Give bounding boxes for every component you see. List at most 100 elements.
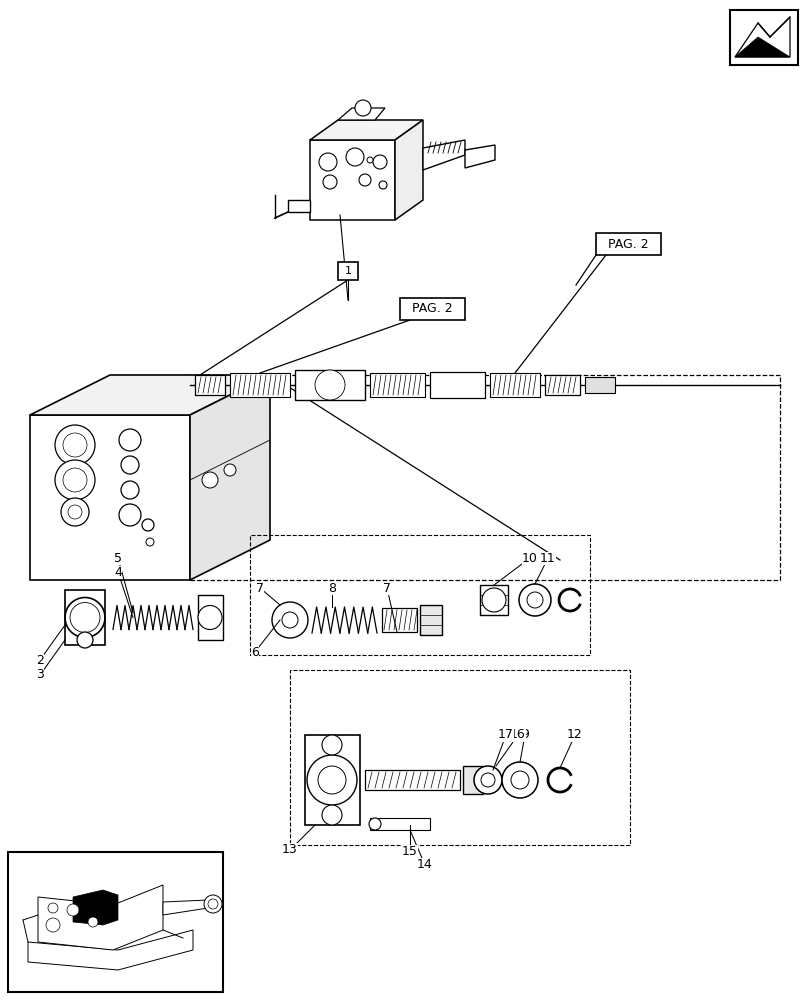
Polygon shape bbox=[462, 766, 483, 794]
Polygon shape bbox=[394, 120, 423, 220]
Circle shape bbox=[77, 632, 93, 648]
Bar bbox=[337, 262, 358, 280]
Circle shape bbox=[68, 505, 82, 519]
Polygon shape bbox=[337, 108, 384, 120]
Polygon shape bbox=[734, 37, 789, 57]
Text: 2: 2 bbox=[36, 654, 44, 666]
Circle shape bbox=[372, 155, 387, 169]
Circle shape bbox=[510, 771, 528, 789]
Text: 16: 16 bbox=[509, 728, 526, 741]
Circle shape bbox=[272, 602, 307, 638]
Polygon shape bbox=[163, 900, 208, 915]
Circle shape bbox=[204, 895, 221, 913]
Text: 3: 3 bbox=[36, 668, 44, 682]
Circle shape bbox=[224, 464, 236, 476]
Circle shape bbox=[322, 735, 341, 755]
Text: 4: 4 bbox=[114, 566, 122, 578]
Circle shape bbox=[345, 148, 363, 166]
Polygon shape bbox=[73, 890, 118, 925]
Circle shape bbox=[121, 481, 139, 499]
Text: 8: 8 bbox=[328, 582, 336, 594]
Bar bbox=[190, 375, 779, 580]
Circle shape bbox=[63, 433, 87, 457]
Text: 17: 17 bbox=[497, 728, 513, 741]
Polygon shape bbox=[479, 585, 508, 615]
Circle shape bbox=[55, 460, 95, 500]
Circle shape bbox=[323, 175, 337, 189]
Polygon shape bbox=[430, 372, 484, 398]
Bar bbox=[250, 535, 590, 655]
Polygon shape bbox=[365, 770, 460, 790]
Polygon shape bbox=[310, 140, 394, 220]
Bar bbox=[290, 670, 629, 845]
Circle shape bbox=[142, 519, 154, 531]
Circle shape bbox=[198, 605, 221, 630]
Polygon shape bbox=[8, 852, 223, 992]
Polygon shape bbox=[65, 590, 105, 645]
Polygon shape bbox=[544, 375, 579, 395]
Text: 14: 14 bbox=[417, 858, 432, 871]
Circle shape bbox=[319, 153, 337, 171]
Text: 7: 7 bbox=[255, 582, 264, 594]
Polygon shape bbox=[294, 370, 365, 400]
Text: PAG. 2: PAG. 2 bbox=[412, 302, 453, 316]
Circle shape bbox=[121, 456, 139, 474]
Circle shape bbox=[55, 425, 95, 465]
Text: 11: 11 bbox=[539, 552, 556, 564]
Polygon shape bbox=[370, 373, 424, 397]
Polygon shape bbox=[419, 605, 441, 635]
Circle shape bbox=[501, 762, 538, 798]
Circle shape bbox=[307, 755, 357, 805]
Polygon shape bbox=[305, 735, 359, 825]
Polygon shape bbox=[195, 375, 225, 395]
Text: 7: 7 bbox=[383, 582, 391, 594]
Polygon shape bbox=[423, 140, 465, 170]
Circle shape bbox=[202, 472, 217, 488]
Polygon shape bbox=[288, 200, 310, 212]
Polygon shape bbox=[30, 375, 270, 415]
Polygon shape bbox=[489, 373, 539, 397]
Circle shape bbox=[526, 592, 543, 608]
Polygon shape bbox=[230, 373, 290, 397]
Circle shape bbox=[61, 498, 89, 526]
Circle shape bbox=[474, 766, 501, 794]
Polygon shape bbox=[584, 377, 614, 393]
Text: 6: 6 bbox=[251, 646, 259, 658]
Circle shape bbox=[70, 602, 100, 632]
Polygon shape bbox=[734, 17, 789, 57]
Circle shape bbox=[119, 429, 141, 451]
Circle shape bbox=[208, 899, 217, 909]
Circle shape bbox=[379, 181, 387, 189]
Text: 15: 15 bbox=[401, 845, 418, 858]
Bar bbox=[400, 298, 465, 320]
Circle shape bbox=[146, 538, 154, 546]
Polygon shape bbox=[190, 375, 270, 580]
Polygon shape bbox=[38, 885, 163, 950]
Text: 9: 9 bbox=[521, 728, 528, 741]
Bar bbox=[595, 233, 660, 255]
Circle shape bbox=[281, 612, 298, 628]
Text: PAG. 2: PAG. 2 bbox=[607, 237, 648, 250]
Polygon shape bbox=[370, 818, 430, 830]
Circle shape bbox=[482, 588, 505, 612]
Polygon shape bbox=[310, 120, 423, 140]
Circle shape bbox=[315, 370, 345, 400]
Circle shape bbox=[480, 773, 495, 787]
Circle shape bbox=[119, 504, 141, 526]
Text: 12: 12 bbox=[566, 728, 582, 741]
Polygon shape bbox=[28, 930, 193, 970]
Polygon shape bbox=[465, 145, 495, 168]
Circle shape bbox=[518, 584, 551, 616]
Text: 1: 1 bbox=[344, 266, 351, 276]
Text: 10: 10 bbox=[521, 552, 537, 564]
Circle shape bbox=[322, 805, 341, 825]
Circle shape bbox=[367, 157, 372, 163]
Circle shape bbox=[67, 904, 79, 916]
Text: 5: 5 bbox=[114, 552, 122, 564]
Polygon shape bbox=[198, 595, 223, 640]
Circle shape bbox=[63, 468, 87, 492]
Circle shape bbox=[318, 766, 345, 794]
Circle shape bbox=[358, 174, 371, 186]
Circle shape bbox=[88, 917, 98, 927]
Polygon shape bbox=[30, 415, 190, 580]
